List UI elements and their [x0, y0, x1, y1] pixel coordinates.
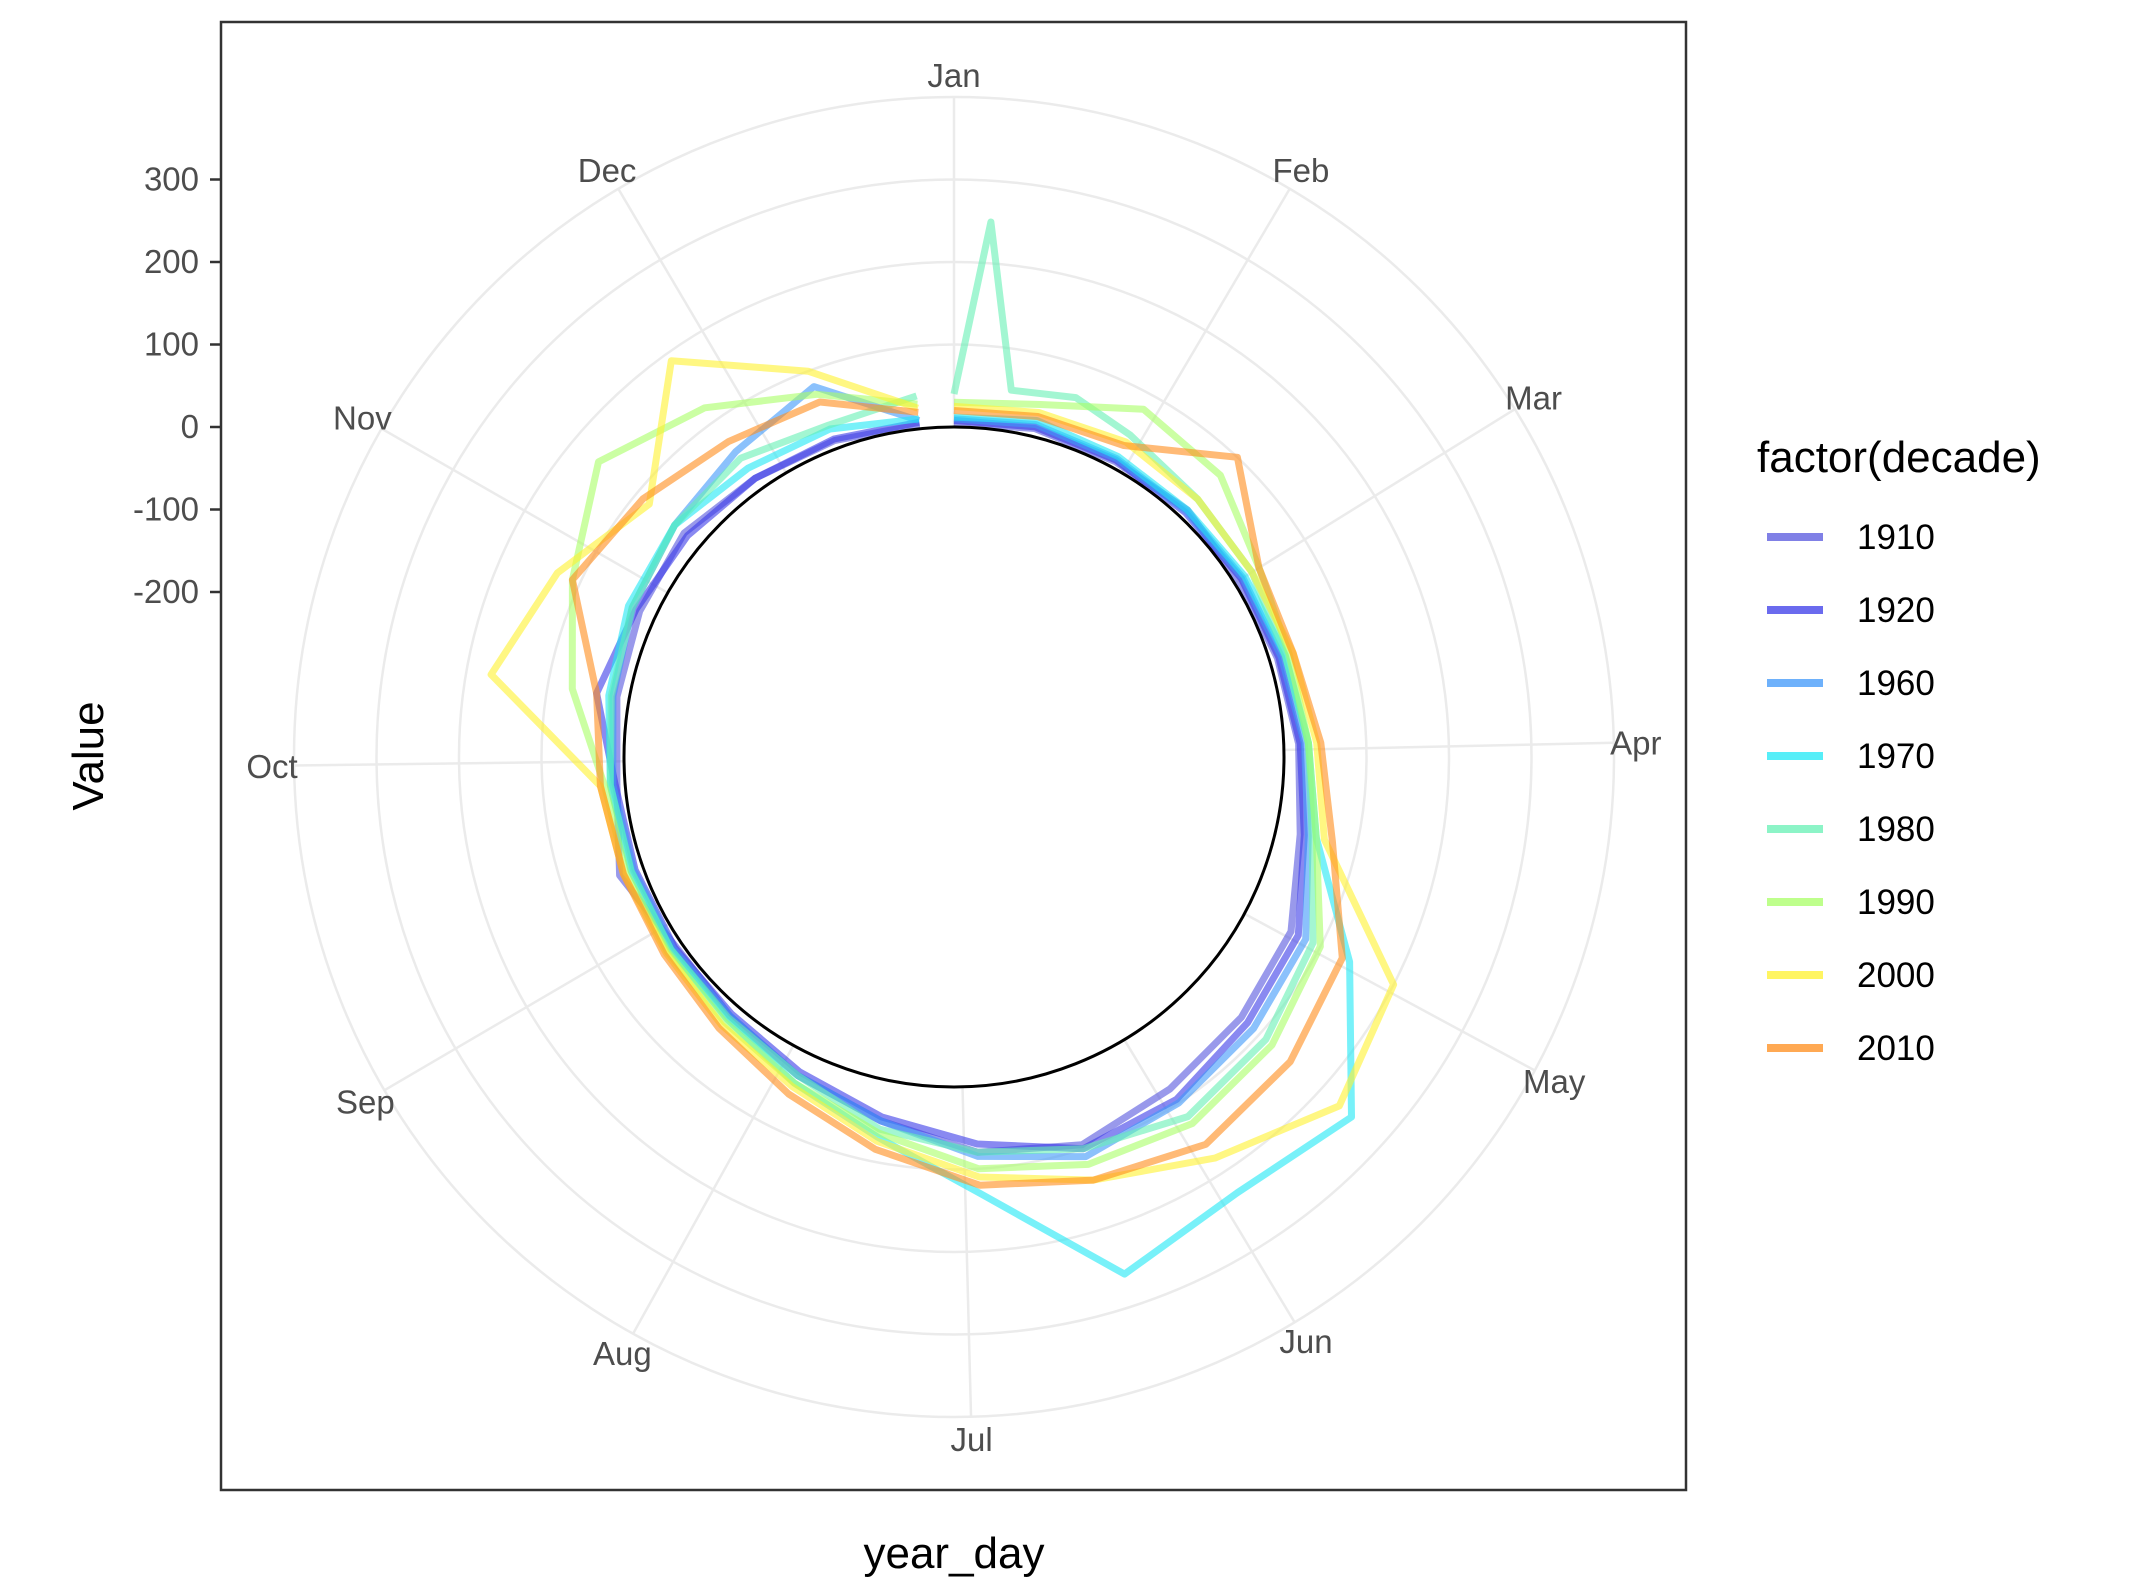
month-labels: Jan Feb Mar Apr May Jun Jul Aug Sep Oct Nov Dec [246, 57, 1661, 1458]
month-label-jan: Jan [927, 57, 980, 94]
x-axis-title: year_day [863, 1529, 1044, 1578]
month-label-aug: Aug [593, 1335, 652, 1372]
month-label-oct: Oct [246, 748, 297, 785]
y-tick-label-3: 0 [181, 408, 199, 445]
y-axis: 300 200 100 0 -100 -200 [133, 161, 221, 610]
y-tick-label-1: 200 [144, 243, 199, 280]
y-tick-label-4: -100 [133, 491, 199, 528]
y-tick-label-0: 300 [144, 161, 199, 198]
legend-label-2000: 2000 [1857, 956, 1935, 995]
month-label-may: May [1523, 1063, 1586, 1100]
y-tick-label-2: 100 [144, 326, 199, 363]
month-label-sep: Sep [336, 1083, 395, 1120]
series-line-2010 [568, 398, 1346, 1189]
month-label-jun: Jun [1279, 1323, 1332, 1360]
legend-label-1920: 1920 [1857, 591, 1935, 630]
series-line-2000 [487, 357, 1398, 1184]
y-axis-title: Value [64, 701, 113, 810]
series-lines [487, 218, 1398, 1278]
month-label-nov: Nov [333, 400, 392, 437]
legend-label-1990: 1990 [1857, 883, 1935, 922]
zero-reference-circle [622, 425, 1286, 1089]
series-line-1970 [605, 413, 1355, 1278]
legend-label-2010: 2010 [1857, 1029, 1935, 1068]
month-label-feb: Feb [1272, 152, 1329, 189]
legend-label-1980: 1980 [1857, 810, 1935, 849]
legend-title: factor(decade) [1757, 433, 2041, 482]
legend-label-1960: 1960 [1857, 664, 1935, 703]
month-label-dec: Dec [578, 152, 637, 189]
series-line-1980 [606, 218, 1317, 1156]
legend: factor(decade) 1910 1920 1960 1970 1980 1990 2… [1757, 433, 2041, 1068]
month-label-apr: Apr [1610, 724, 1661, 761]
legend-label-1970: 1970 [1857, 737, 1935, 776]
y-tick-label-5: -200 [133, 573, 199, 610]
legend-label-1910: 1910 [1857, 518, 1935, 557]
month-label-jul: Jul [951, 1421, 993, 1458]
month-label-mar: Mar [1505, 380, 1562, 417]
reference-circle [622, 425, 1286, 1089]
